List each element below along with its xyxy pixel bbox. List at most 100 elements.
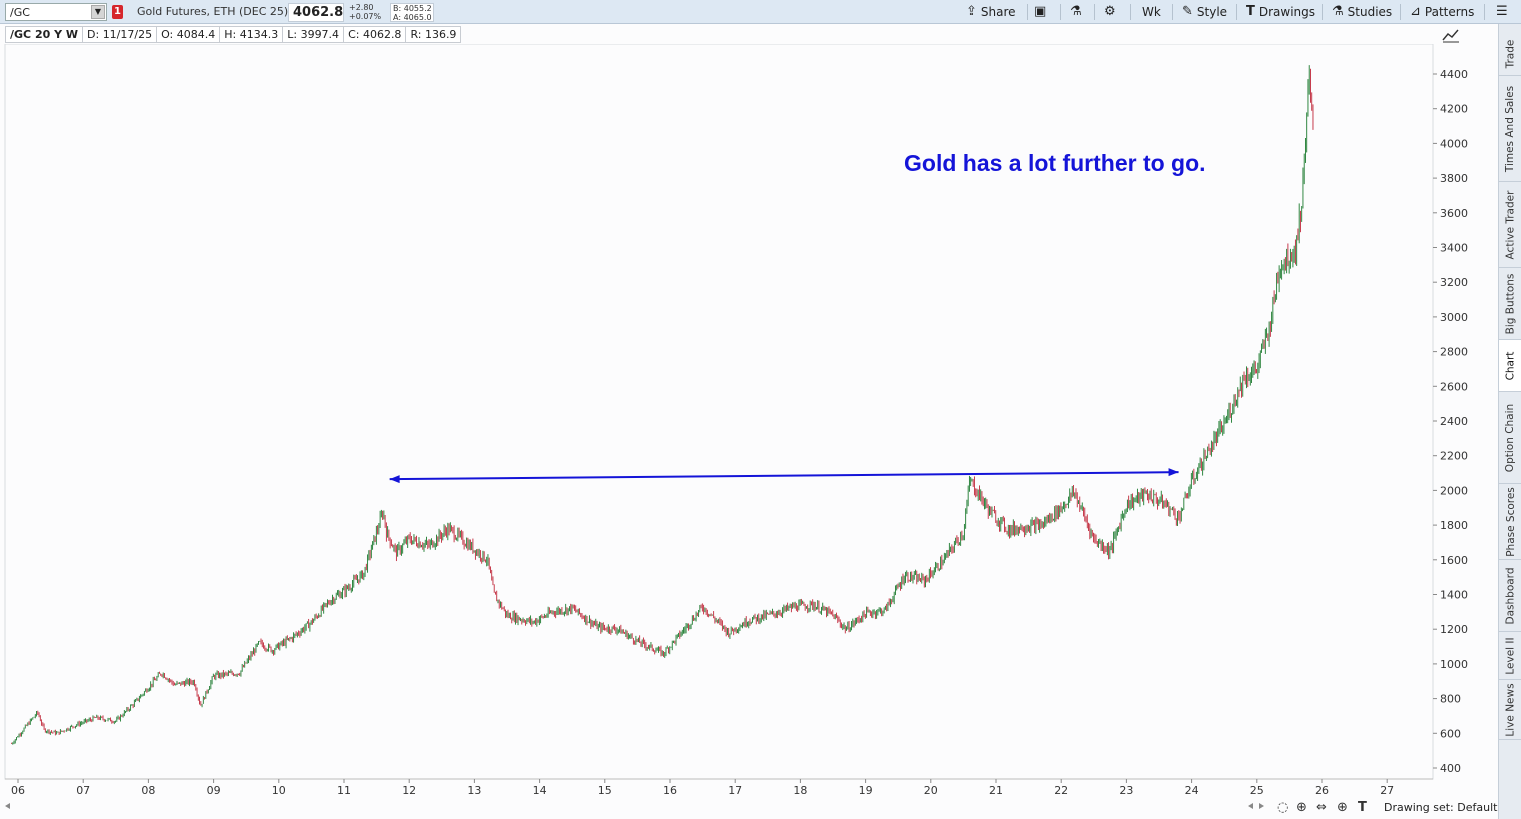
tab-label: Dashboard (1504, 567, 1517, 624)
x-tick-label: 14 (533, 784, 547, 797)
zoom-in-icon[interactable]: ⊕ (1296, 800, 1307, 815)
chart-annotation-text[interactable]: Gold has a lot further to go. (904, 150, 1206, 176)
tab-level-ii[interactable]: Level II (1499, 632, 1521, 680)
x-tick-label: 16 (663, 784, 677, 797)
flask-icon: ⚗ (1070, 4, 1082, 19)
settings-button[interactable]: ⚙ (1104, 3, 1116, 21)
y-tick-label: 3400 (1440, 242, 1468, 255)
price-change: +2.80 +0.07% (349, 3, 381, 21)
y-tick-label: 1000 (1440, 658, 1468, 671)
style-button[interactable]: ✎ Style (1182, 3, 1227, 21)
bid-ask: B: 4055.2 A: 4065.0 (390, 3, 434, 22)
y-tick-label: 2200 (1440, 450, 1468, 463)
drawing-set-label[interactable]: Drawing set: Default (1384, 801, 1498, 814)
x-tick-label: 06 (11, 784, 25, 797)
ohlc-infobar: /GC 20 Y W D: 11/17/25 O: 4084.4 H: 4134… (5, 26, 462, 43)
x-tick-label: 17 (728, 784, 742, 797)
tab-trade[interactable]: Trade (1499, 32, 1521, 76)
y-tick-label: 400 (1440, 762, 1461, 775)
tab-label: Times And Sales (1504, 85, 1517, 172)
divider (1400, 4, 1401, 20)
beaker-button[interactable]: ⚗ (1070, 3, 1082, 21)
candlestick-series (11, 65, 1314, 745)
tab-dashboard[interactable]: Dashboard (1499, 560, 1521, 632)
tab-times-and-sales[interactable]: Times And Sales (1499, 76, 1521, 182)
y-tick-label: 600 (1440, 727, 1461, 740)
price-chart[interactable]: 4006008001000120014001600180020002200240… (0, 44, 1498, 799)
camera-icon: ▣ (1034, 4, 1047, 19)
bid-price: B: 4055.2 (393, 4, 432, 13)
divider (1027, 4, 1028, 20)
tab-chart[interactable]: Chart (1499, 340, 1521, 392)
interval-button[interactable]: Wk (1142, 3, 1161, 21)
horizontal-scrollbar[interactable] (3, 800, 1273, 812)
symbol-value: /GC (10, 6, 30, 19)
patterns-label: Patterns (1424, 5, 1475, 19)
x-tick-label: 13 (467, 784, 481, 797)
divider (1236, 4, 1237, 20)
chart-mode-icon[interactable] (1440, 26, 1462, 44)
x-tick-label: 11 (337, 784, 351, 797)
bar-high: H: 4134.3 (220, 26, 284, 43)
gear-icon: ⚙ (1104, 4, 1116, 19)
symbol-dropdown-icon[interactable]: ▼ (91, 5, 105, 19)
x-tick-label: 19 (859, 784, 873, 797)
y-axis: 400 600 800 1000 1200 1400 1600 1800 2000 2200 240… (1433, 68, 1468, 775)
x-tick-label: 20 (924, 784, 938, 797)
plot-area (4, 44, 1434, 780)
y-tick-label: 4400 (1440, 68, 1468, 81)
style-label: Style (1196, 5, 1228, 19)
text-tool-icon[interactable]: T (1358, 800, 1367, 815)
studies-button[interactable]: ⚗ Studies (1332, 3, 1392, 21)
x-tick-label: 15 (598, 784, 612, 797)
x-tick-label: 21 (989, 784, 1003, 797)
bar-range: R: 136.9 (406, 26, 462, 43)
x-tick-label: 10 (272, 784, 286, 797)
y-tick-label: 1600 (1440, 554, 1468, 567)
right-tab-bar: Trade Times And Sales Active Trader Big But… (1498, 24, 1521, 819)
tab-live-news[interactable]: Live News (1499, 680, 1521, 740)
drawings-button[interactable]: T Drawings (1246, 3, 1315, 21)
divider (1172, 4, 1173, 20)
share-button[interactable]: ⇪ Share (966, 3, 1016, 21)
tab-phase-scores[interactable]: Phase Scores (1499, 484, 1521, 560)
chart-title[interactable]: /GC 20 Y W (5, 26, 84, 43)
tab-big-buttons[interactable]: Big Buttons (1499, 268, 1521, 340)
tab-option-chain[interactable]: Option Chain (1499, 392, 1521, 484)
style-icon: ✎ (1182, 4, 1193, 19)
x-tick-label: 25 (1250, 784, 1264, 797)
zoom-out-icon[interactable]: ◌ (1277, 800, 1289, 815)
arrow-line (389, 471, 1179, 481)
net-change: +2.80 (349, 3, 374, 12)
link-badge[interactable]: 1 (112, 5, 123, 19)
pan-icon[interactable]: ⇔ (1316, 800, 1327, 815)
x-axis: 06 07 08 09 10 11 12 13 14 15 16 17 18 19 20 21 22 23 24 25… (5, 778, 1433, 797)
arrow-head-right (1168, 468, 1179, 477)
bottom-bar (0, 799, 1498, 819)
bar-close: C: 4062.8 (344, 26, 407, 43)
trendline-arrow[interactable] (389, 468, 1179, 484)
ask-price: A: 4065.0 (393, 13, 432, 22)
crosshair-icon[interactable]: ⊕ (1337, 800, 1348, 815)
y-tick-label: 1800 (1440, 519, 1468, 532)
tab-label: Trade (1504, 39, 1517, 68)
y-tick-label: 4000 (1440, 137, 1468, 150)
patterns-icon: ⊿ (1410, 4, 1421, 19)
y-tick-label: 3800 (1440, 172, 1468, 185)
tab-label: Level II (1504, 636, 1517, 675)
tab-label: Phase Scores (1504, 486, 1517, 557)
menu-button[interactable]: ☰ (1496, 3, 1508, 21)
snapshot-button[interactable]: ▣ (1034, 3, 1046, 21)
x-tick-label: 07 (76, 784, 90, 797)
arrow-head-left (389, 475, 400, 484)
x-tick-label: 24 (1185, 784, 1199, 797)
symbol-input[interactable]: /GC ▼ (5, 3, 107, 21)
tab-label: Big Buttons (1504, 273, 1517, 334)
tab-label: Option Chain (1504, 403, 1517, 472)
x-tick-label: 23 (1119, 784, 1133, 797)
x-tick-label: 18 (793, 784, 807, 797)
tab-active-trader[interactable]: Active Trader (1499, 182, 1521, 268)
patterns-button[interactable]: ⊿ Patterns (1410, 3, 1474, 21)
studies-icon: ⚗ (1332, 4, 1344, 19)
y-tick-label: 1400 (1440, 589, 1468, 602)
